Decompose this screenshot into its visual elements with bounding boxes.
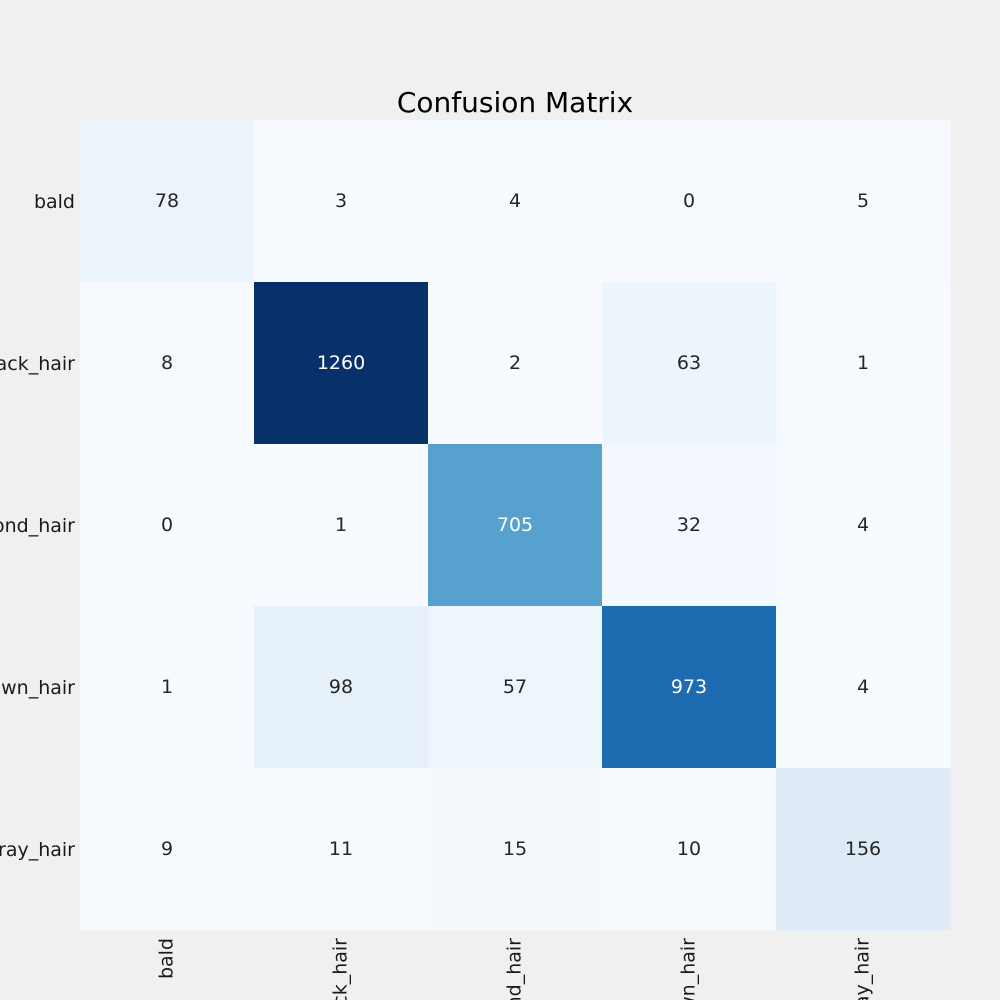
- cell-value-label: 98: [329, 676, 353, 698]
- heatmap-cell: [80, 768, 255, 931]
- cell-value-label: 0: [161, 514, 173, 536]
- cell-value-label: 4: [857, 676, 869, 698]
- heatmap-cell: [602, 606, 777, 769]
- y-tick-label: gray_hair: [0, 839, 75, 861]
- cell-value-label: 4: [857, 514, 869, 536]
- heatmap-cell: [602, 282, 777, 445]
- heatmap-cell: [428, 444, 603, 607]
- heatmap-cell: [80, 606, 255, 769]
- cell-value-label: 1: [857, 352, 869, 374]
- heatmap-cell: [776, 768, 951, 931]
- heatmap-cell: [428, 768, 603, 931]
- cell-value-label: 2: [509, 352, 521, 374]
- cell-value-label: 973: [671, 676, 707, 698]
- cell-value-label: 705: [497, 514, 533, 536]
- heatmap-cell: [80, 444, 255, 607]
- cell-value-label: 11: [329, 838, 353, 860]
- heatmap-cell: [776, 606, 951, 769]
- cell-value-label: 1: [335, 514, 347, 536]
- x-tick-label: black_hair: [330, 938, 352, 1000]
- heatmap-cell: [776, 444, 951, 607]
- y-axis-tick-labels: bald black_hair blond_hair brown_hair gray_h…: [0, 191, 75, 861]
- cell-value-label: 57: [503, 676, 527, 698]
- cell-value-label: 1260: [317, 352, 365, 374]
- heatmap-cell: [80, 120, 255, 283]
- heatmap-cell: [254, 282, 429, 445]
- heatmap-cell: [776, 120, 951, 283]
- heatmap-cell: [602, 444, 777, 607]
- y-tick-label: black_hair: [0, 353, 75, 375]
- cell-value-label: 4: [509, 190, 521, 212]
- x-axis-tick-labels: bald black_hair blond_hair brown_hair gray_h…: [156, 938, 874, 1000]
- cell-value-label: 32: [677, 514, 701, 536]
- heatmap-cells: [80, 120, 951, 931]
- heatmap-cell: [254, 768, 429, 931]
- heatmap-cell: [776, 282, 951, 445]
- cell-value-label: 5: [857, 190, 869, 212]
- x-tick-label: brown_hair: [678, 938, 700, 1000]
- heatmap-cell-labels: 78 3 4 0 58 1260 2 63 10 1 705 32 41 98 57 973 49 11 15 10 1…: [155, 190, 881, 860]
- cell-value-label: 8: [161, 352, 173, 374]
- heatmap-cell: [428, 282, 603, 445]
- x-tick-label: bald: [156, 938, 178, 979]
- x-tick-label: blond_hair: [504, 938, 526, 1000]
- cell-value-label: 0: [683, 190, 695, 212]
- heatmap-cell: [428, 606, 603, 769]
- chart-title: Confusion Matrix: [397, 86, 633, 119]
- cell-value-label: 3: [335, 190, 347, 212]
- heatmap-cell: [602, 768, 777, 931]
- heatmap-cell: [428, 120, 603, 283]
- heatmap-cell: [254, 444, 429, 607]
- cell-value-label: 156: [845, 838, 881, 860]
- y-tick-label: blond_hair: [0, 515, 75, 537]
- cell-value-label: 1: [161, 676, 173, 698]
- heatmap-cell: [254, 606, 429, 769]
- x-tick-label: gray_hair: [852, 938, 874, 1000]
- cell-value-label: 10: [677, 838, 701, 860]
- cell-value-label: 9: [161, 838, 173, 860]
- heatmap-cell: [602, 120, 777, 283]
- y-tick-label: brown_hair: [0, 677, 75, 699]
- cell-value-label: 15: [503, 838, 527, 860]
- cell-value-label: 63: [677, 352, 701, 374]
- y-tick-label: bald: [34, 191, 75, 213]
- cell-value-label: 78: [155, 190, 179, 212]
- heatmap-cell: [254, 120, 429, 283]
- heatmap-cell: [80, 282, 255, 445]
